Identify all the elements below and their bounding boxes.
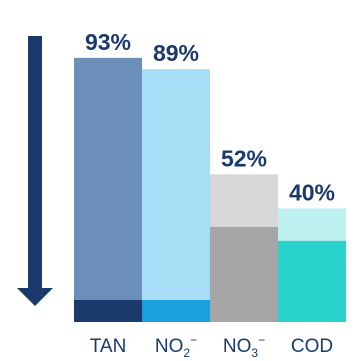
bar-removed-no3 <box>210 174 278 227</box>
value-label: 89% <box>153 40 199 66</box>
arrow-head <box>17 288 53 306</box>
downward-arrow-icon <box>17 36 53 306</box>
category-labels: TAN NO2− NO3− COD <box>90 333 333 360</box>
category-label: NO2− <box>155 333 197 360</box>
bar-remaining-cod <box>278 240 346 322</box>
category-label: COD <box>291 336 333 357</box>
value-label: 52% <box>221 145 267 171</box>
arrow-shaft <box>28 36 42 288</box>
value-label: 40% <box>289 179 335 205</box>
bar-removed-no2 <box>142 69 210 301</box>
value-label: 93% <box>85 29 131 55</box>
bar-remaining-tan <box>74 300 142 322</box>
bars <box>74 57 346 322</box>
bar-remaining-no3 <box>210 226 278 322</box>
bar-remaining-no2 <box>142 300 210 322</box>
category-label: NO3− <box>223 333 265 360</box>
value-labels: 93% 89% 52% 40% <box>85 29 335 206</box>
bar-removed-cod <box>278 208 346 241</box>
category-label: TAN <box>90 336 127 357</box>
bar-removed-tan <box>74 57 142 300</box>
